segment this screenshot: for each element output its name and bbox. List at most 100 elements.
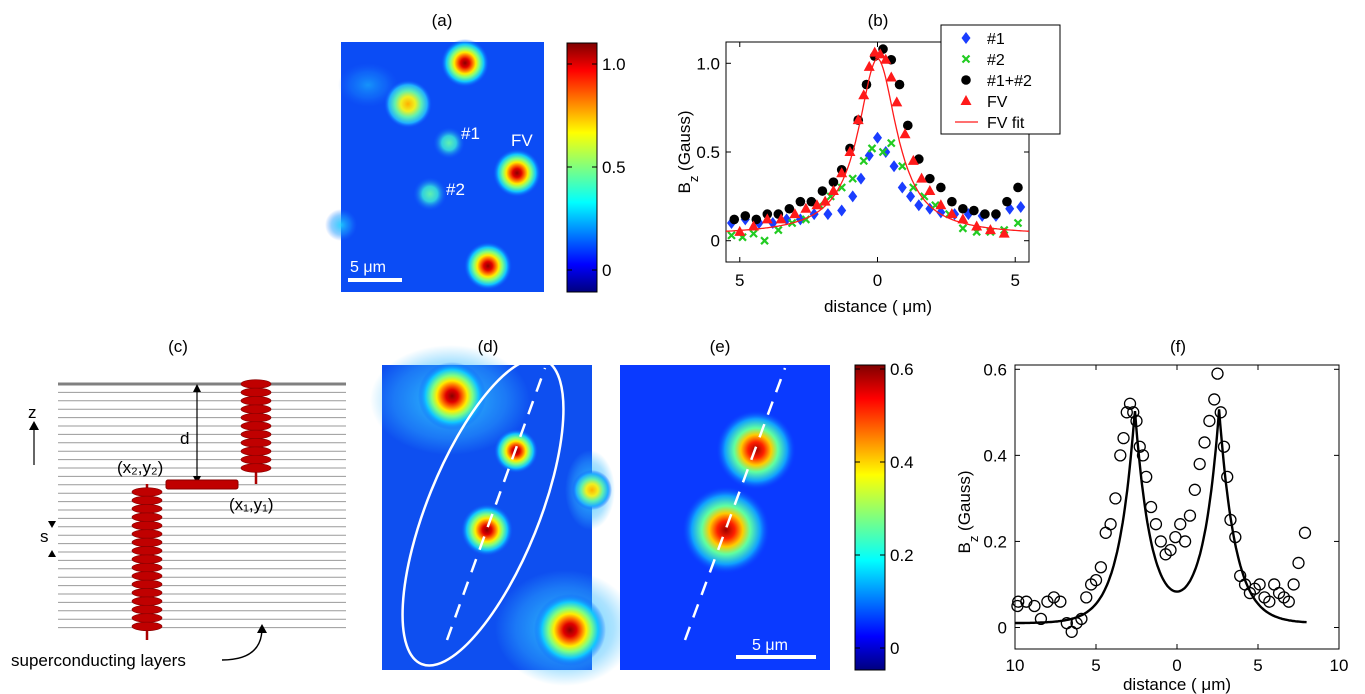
data-point-triangle — [924, 185, 936, 196]
data-point-cross — [837, 183, 846, 192]
data-point-diamond — [873, 131, 882, 144]
pancake-vortex — [240, 387, 272, 398]
data-point — [1028, 599, 1041, 613]
data-point — [1123, 397, 1137, 410]
scalebar-a — [348, 278, 402, 282]
data-point — [1193, 457, 1206, 471]
panel-c-diagram: (c) z d s (x₂,y₂) (x₁,y₁) superconductin… — [11, 337, 346, 670]
panel-f-ylabel: Bz (Gauss) — [955, 470, 981, 553]
panel-a-spots — [325, 39, 541, 290]
pancake-vortex — [131, 571, 163, 581]
s-arrow-top — [48, 521, 56, 528]
caption-arrow — [221, 627, 263, 661]
data-point-dot — [903, 120, 913, 131]
x-tick-label: 5 — [1010, 271, 1019, 290]
data-point-cross — [898, 161, 907, 171]
scalebar-a-label: 5 μm — [350, 259, 386, 276]
pancake-vortex — [131, 512, 163, 522]
data-point — [1120, 406, 1133, 419]
pancake-vortex — [131, 621, 163, 632]
colorbar-a-tick: 0 — [602, 261, 611, 280]
data-point-triangle — [957, 213, 969, 224]
data-point-dot — [1002, 196, 1012, 207]
z-axis-label: z — [28, 403, 37, 422]
data-point-triangle — [916, 172, 928, 183]
scalebar-e-label: 5 μm — [752, 637, 788, 654]
data-point-dot — [936, 182, 946, 193]
data-point-triangle — [748, 220, 760, 231]
x-tick-label: 5 — [1091, 656, 1100, 675]
fit-line — [725, 58, 1030, 232]
data-point-dot — [817, 186, 828, 196]
data-point — [1198, 436, 1211, 449]
colorbar-a-tick: 1.0 — [602, 55, 626, 74]
legend-marker-triangle — [960, 95, 972, 105]
d-arrow-top — [193, 384, 201, 392]
legend-entry: #2 — [987, 52, 1005, 69]
data-point — [1136, 449, 1150, 462]
legend-marker-diamond — [961, 32, 971, 44]
y-tick-label: 1.0 — [696, 54, 720, 73]
panel-d-spots — [370, 345, 635, 686]
data-point — [1221, 470, 1234, 484]
colorbar-a-ticks — [567, 63, 597, 271]
josephson-vortex — [165, 479, 239, 490]
data-point-dot — [958, 203, 968, 214]
data-point — [1109, 492, 1122, 505]
panel-c-label: (c) — [168, 337, 188, 356]
data-point — [1282, 595, 1295, 608]
pancake-vortex — [131, 579, 163, 590]
panel-e: (e) 5 μm 0.6 0.4 0.2 0 — [620, 337, 914, 671]
data-point-cross — [848, 174, 857, 183]
x-tick-label: 10 — [1330, 656, 1349, 675]
data-point-dot — [1013, 182, 1023, 193]
pancake-vortex — [131, 504, 163, 514]
pancake-vortex — [240, 412, 272, 423]
legend-marker-dot — [961, 75, 971, 85]
data-point — [1080, 591, 1093, 604]
vortex-stack — [131, 379, 272, 640]
pancake-vortex — [240, 429, 272, 440]
annotation-fv: FV — [511, 131, 533, 150]
data-point-cross — [909, 183, 918, 192]
data-point — [1075, 612, 1088, 626]
x-tick-label: 5 — [735, 271, 744, 290]
data-point-triangle — [998, 227, 1010, 238]
data-point — [1054, 595, 1067, 608]
y-tick-label: 0 — [998, 618, 1007, 637]
pancake-vortex — [131, 613, 163, 623]
data-point-triangle — [811, 199, 823, 210]
data-point-triangle — [852, 114, 864, 125]
panel-f-axes — [1014, 364, 1340, 650]
panel-b-chart: (b) 5 0 500.51.0 distance ( μm) Bz (Gauss)… — [675, 11, 1061, 316]
data-point-dot — [828, 177, 839, 187]
annotation-1: #1 — [461, 124, 480, 143]
data-point — [1047, 591, 1061, 604]
data-point-cross — [774, 225, 783, 235]
data-point-dot — [795, 196, 806, 207]
data-point-cross — [749, 229, 758, 238]
data-point-triangle — [935, 199, 947, 210]
colorbar-e-tick: 0.6 — [890, 360, 914, 379]
pancake-vortex — [131, 596, 163, 606]
data-point — [1174, 518, 1187, 531]
data-point-dot — [894, 79, 905, 90]
data-point — [1292, 556, 1305, 570]
pancake-vortex — [131, 520, 163, 531]
data-point — [1183, 509, 1197, 522]
data-point-diamond — [881, 146, 891, 158]
caption-arrowhead — [257, 624, 267, 633]
data-point-cross — [958, 224, 968, 233]
data-point-triangle — [858, 89, 870, 100]
d-label: d — [180, 429, 189, 448]
annotation-2: #2 — [446, 180, 465, 199]
pancake-vortex — [131, 604, 163, 615]
point2-label: (x₂,y₂) — [117, 458, 163, 477]
data-point-diamond — [837, 204, 847, 217]
panel-f-xlabel: distance ( μm) — [1123, 675, 1231, 694]
data-point-cross — [1013, 218, 1023, 228]
data-point — [1104, 518, 1117, 531]
data-point-diamond — [889, 160, 899, 173]
data-point-diamond — [848, 190, 858, 203]
